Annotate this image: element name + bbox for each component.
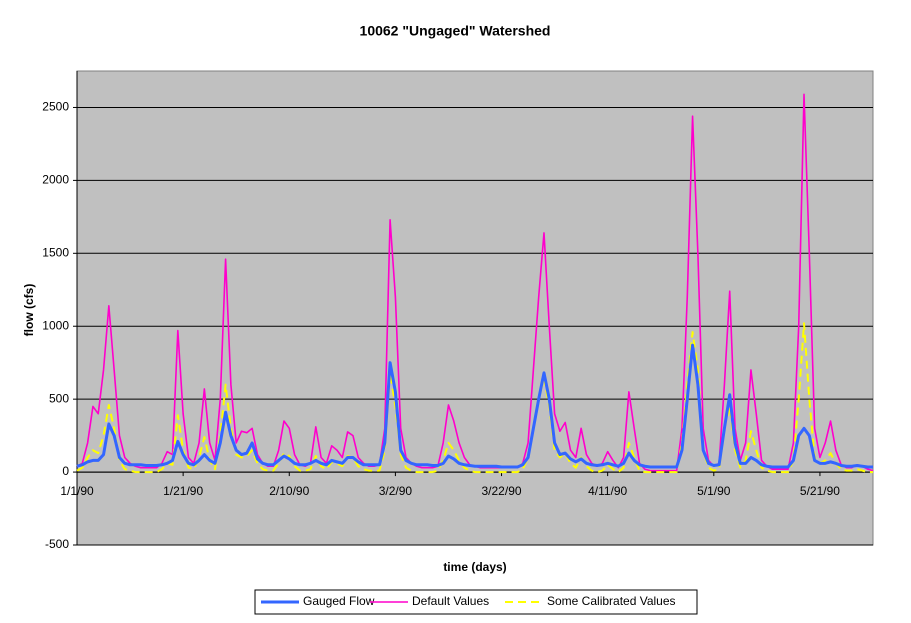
- y-tick-label: 2500: [42, 100, 69, 114]
- y-tick-label: 0: [62, 464, 69, 478]
- legend: [254, 589, 698, 615]
- x-axis-label: time (days): [443, 560, 506, 574]
- x-tick-label: 2/10/90: [269, 484, 309, 498]
- series-line: [76, 343, 873, 469]
- y-tick-label: -500: [45, 537, 69, 551]
- x-tick-label: 5/21/90: [800, 484, 840, 498]
- y-tick-label: 2000: [42, 173, 69, 187]
- y-tick-label: 500: [49, 391, 69, 405]
- x-tick-label: 3/22/90: [482, 484, 522, 498]
- x-tick-label: 5/1/90: [697, 484, 731, 498]
- x-tick-label: 3/2/90: [379, 484, 413, 498]
- y-tick-label: 1500: [42, 245, 69, 259]
- legend-label: Gauged Flow: [303, 594, 375, 608]
- plot-area: [76, 70, 874, 546]
- x-tick-label: 1/21/90: [163, 484, 203, 498]
- x-tick-label: 4/11/90: [588, 484, 627, 498]
- x-tick-label: 1/1/90: [60, 484, 94, 498]
- y-tick-label: 1000: [42, 318, 69, 332]
- legend-label: Some Calibrated Values: [547, 594, 676, 608]
- chart-title: 10062 "Ungaged" Watershed: [360, 23, 551, 39]
- legend-label: Default Values: [412, 594, 489, 608]
- y-axis-label: flow (cfs): [22, 284, 36, 337]
